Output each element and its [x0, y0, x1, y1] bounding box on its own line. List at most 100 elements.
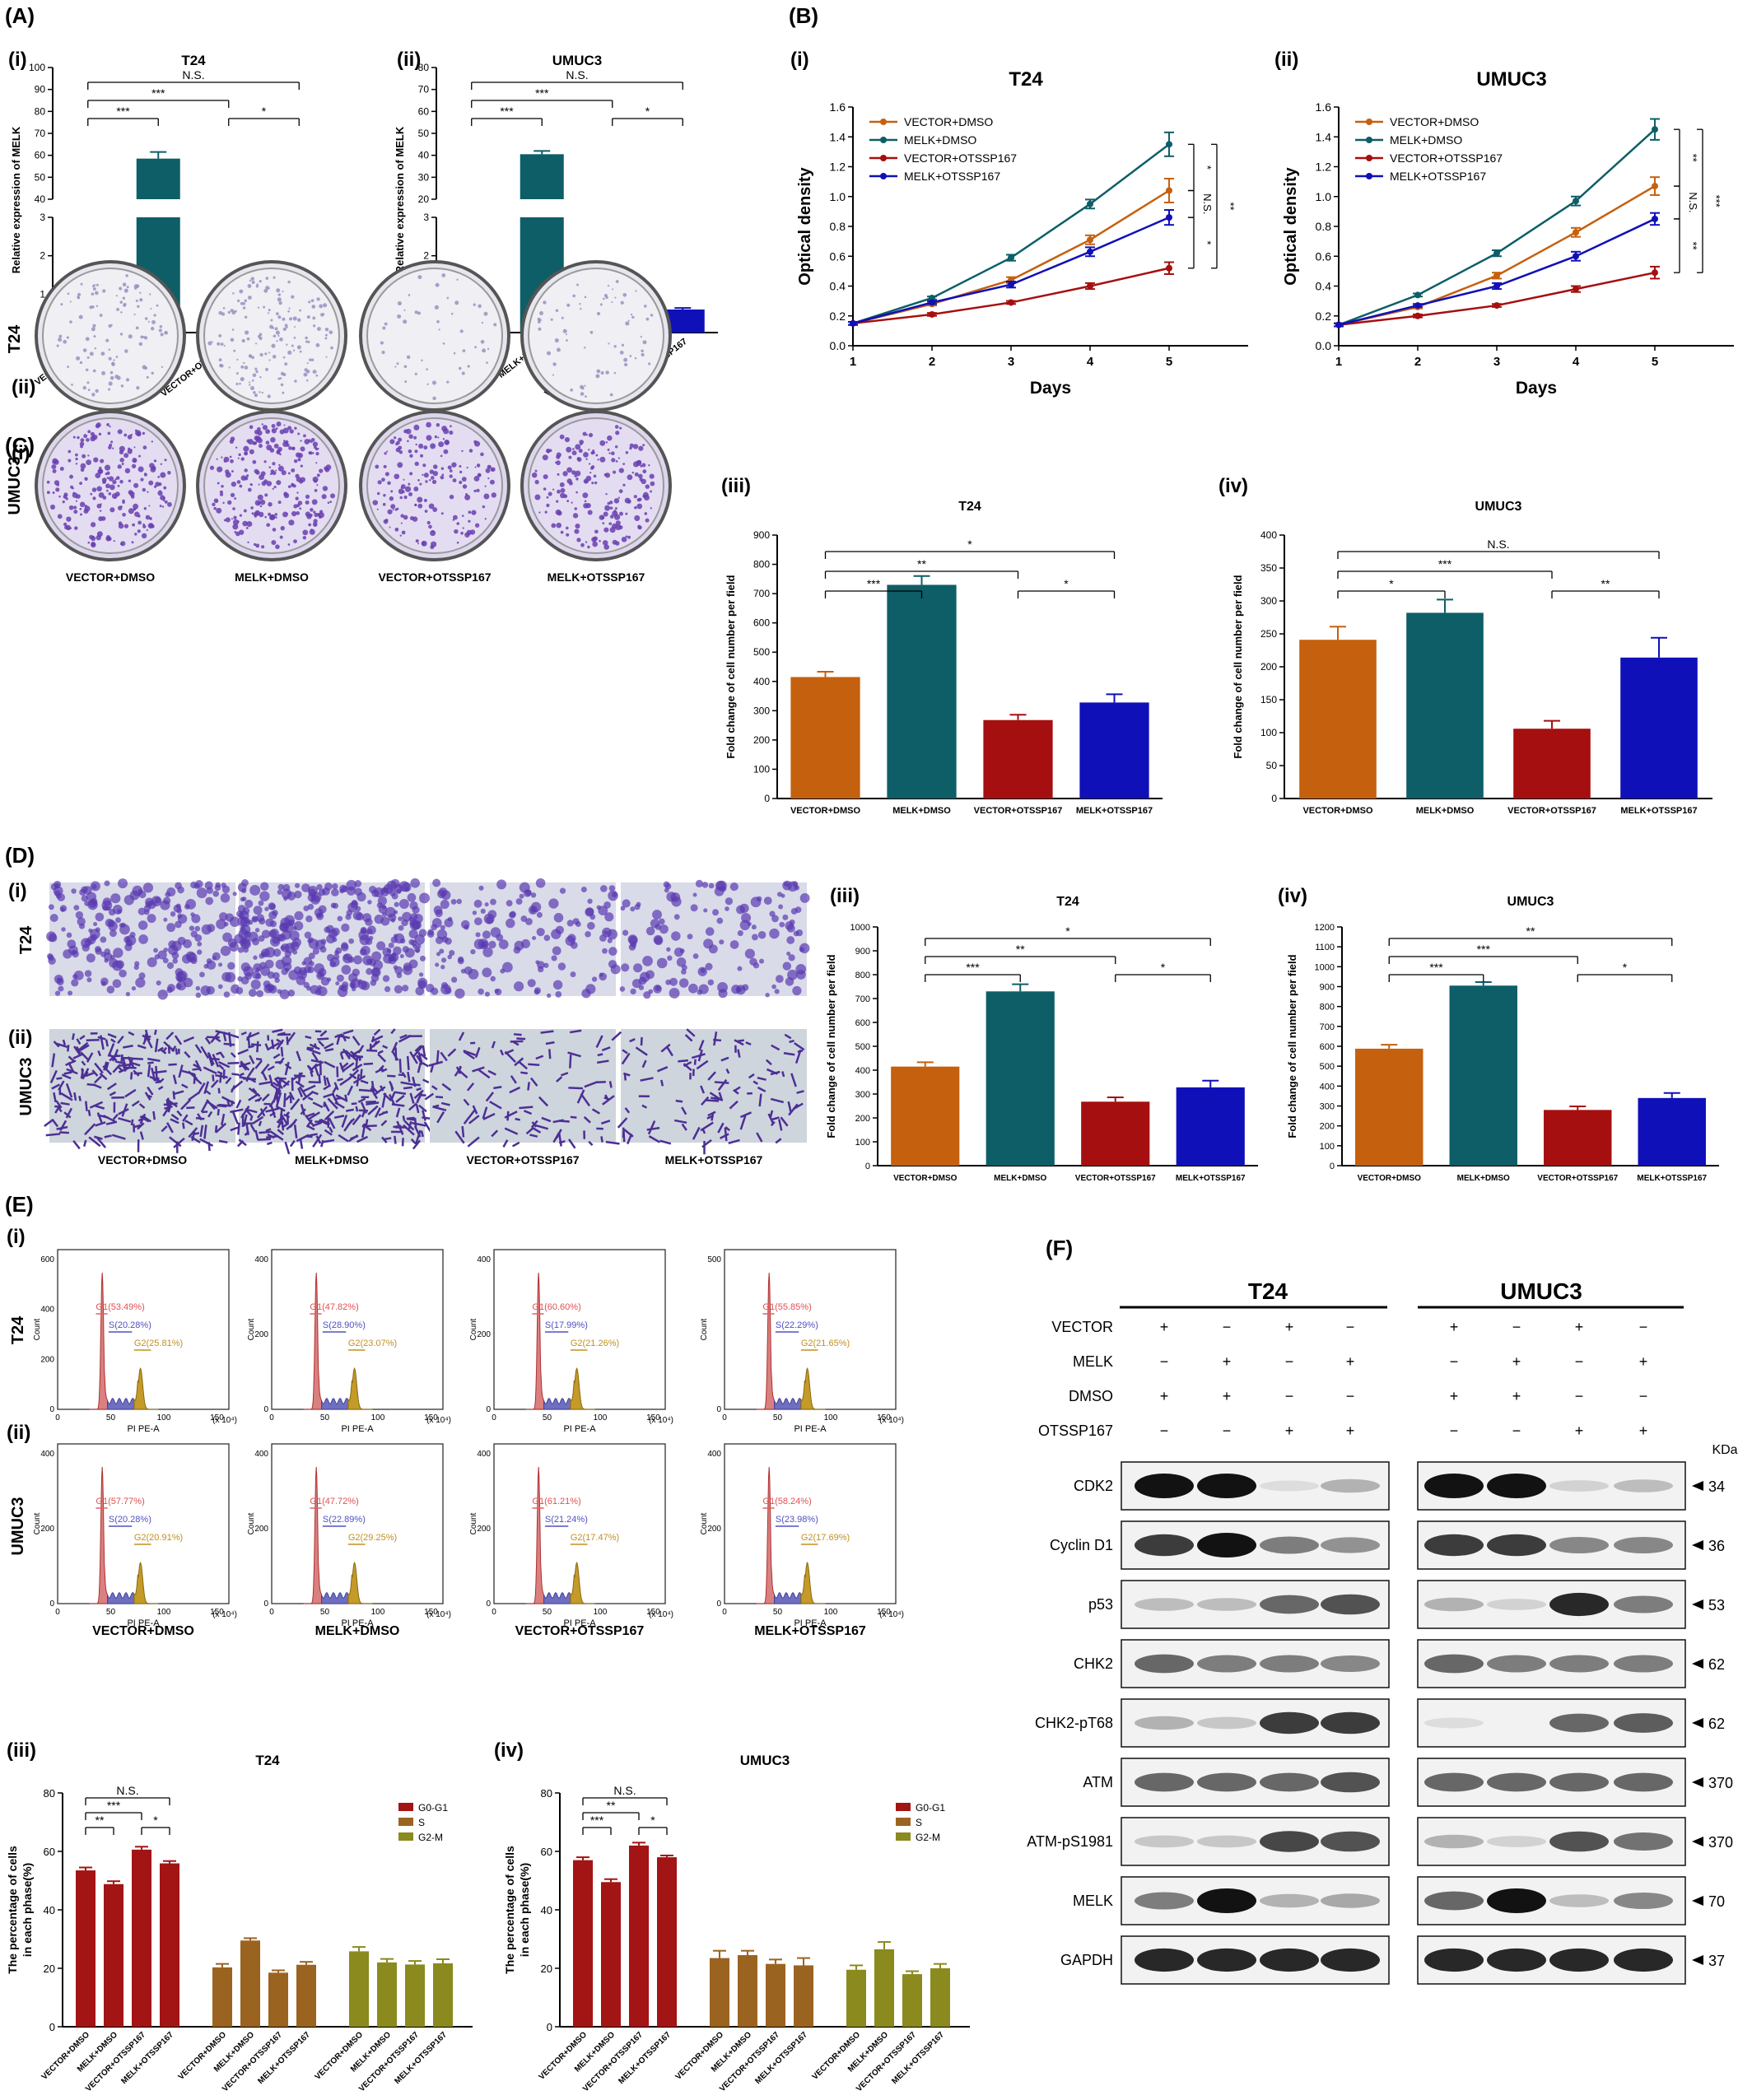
colony	[160, 463, 163, 465]
cell	[66, 932, 72, 938]
cell	[705, 927, 715, 936]
cell	[744, 948, 755, 959]
cell	[484, 991, 491, 997]
colony	[233, 515, 237, 520]
colony	[264, 352, 268, 356]
cell	[673, 1119, 687, 1125]
colony	[268, 466, 272, 468]
blot-band	[1549, 1480, 1609, 1492]
cell	[166, 887, 176, 896]
cell	[382, 1045, 389, 1050]
cell	[171, 952, 179, 959]
cell	[355, 1106, 359, 1112]
blot-label: ATM-pS1981	[1027, 1833, 1113, 1850]
colony	[453, 352, 456, 355]
plot-frame	[493, 1443, 666, 1604]
cell	[729, 940, 739, 949]
cell	[287, 989, 296, 997]
cell	[775, 975, 784, 984]
colony	[101, 370, 106, 375]
cell	[600, 1120, 611, 1125]
colony	[572, 294, 576, 298]
colony	[554, 338, 559, 343]
colony	[611, 300, 613, 304]
cell	[301, 1091, 314, 1101]
colony	[52, 468, 57, 473]
colony	[276, 421, 282, 427]
cell	[603, 930, 608, 935]
colony	[594, 529, 599, 534]
colony	[574, 507, 578, 510]
cell	[222, 1031, 227, 1042]
colony	[491, 467, 496, 472]
cell	[118, 1117, 132, 1123]
cell	[629, 1038, 636, 1043]
x-tick-label: 50	[106, 1608, 116, 1617]
colony	[77, 292, 82, 296]
y-tick-label: 300	[1320, 1102, 1335, 1112]
x-tick-label: 0	[722, 1608, 727, 1617]
phase-bar-g2-m	[405, 1964, 425, 2027]
cell	[307, 1097, 314, 1101]
cell	[71, 888, 77, 894]
cell	[175, 920, 182, 929]
cell	[299, 1138, 304, 1149]
treatment-sign: +	[1575, 1423, 1584, 1439]
y-tick-label: 0	[49, 2021, 55, 2033]
cell	[245, 1110, 253, 1116]
cell	[711, 1113, 715, 1121]
cell	[219, 1051, 226, 1059]
y-tick-label: 100	[855, 1138, 870, 1148]
colony	[614, 425, 619, 429]
colony	[119, 445, 125, 452]
cell	[337, 986, 348, 998]
colony	[232, 507, 235, 510]
colony	[487, 464, 492, 470]
blot-band	[1549, 1536, 1609, 1554]
colony	[268, 359, 271, 361]
colony	[300, 446, 305, 452]
colony	[139, 291, 142, 294]
cell	[697, 989, 703, 995]
x-tick-label: VECTOR+DMSO	[1358, 1174, 1422, 1183]
cell	[260, 966, 271, 976]
colony	[228, 366, 231, 369]
cell	[105, 1039, 109, 1047]
treatment-sign: −	[1223, 1319, 1232, 1335]
cell	[303, 906, 310, 912]
cell	[707, 979, 715, 986]
y-axis-label: The percentage of cells	[6, 1846, 19, 1974]
cell	[167, 1106, 171, 1113]
colony	[608, 342, 610, 345]
s-phase	[543, 1592, 571, 1604]
colony	[119, 286, 123, 291]
y-tick-label: 80	[418, 62, 430, 73]
colony	[556, 347, 561, 352]
colony	[620, 300, 624, 305]
colony	[251, 512, 254, 515]
cell	[583, 1115, 591, 1124]
cell	[391, 1103, 405, 1107]
colony	[252, 373, 257, 378]
cell	[312, 1101, 324, 1109]
colony	[556, 522, 562, 528]
dish-well	[528, 417, 664, 554]
colony	[218, 358, 222, 362]
colony	[550, 318, 553, 321]
cell	[305, 1112, 315, 1118]
cell	[273, 1053, 281, 1059]
x-tick-label: 0	[269, 1413, 274, 1423]
kda-arrow	[1692, 1599, 1703, 1609]
cell	[245, 1108, 258, 1114]
cell	[782, 962, 792, 971]
cell	[712, 909, 720, 916]
cell	[201, 924, 212, 935]
colony	[283, 424, 286, 426]
cell	[168, 1100, 178, 1108]
colony	[487, 477, 490, 480]
blot-label: ATM	[1083, 1774, 1113, 1790]
colony	[146, 528, 148, 531]
s-gate-label: S(22.89%)	[323, 1515, 366, 1525]
colony	[216, 507, 222, 514]
colony	[315, 374, 319, 377]
